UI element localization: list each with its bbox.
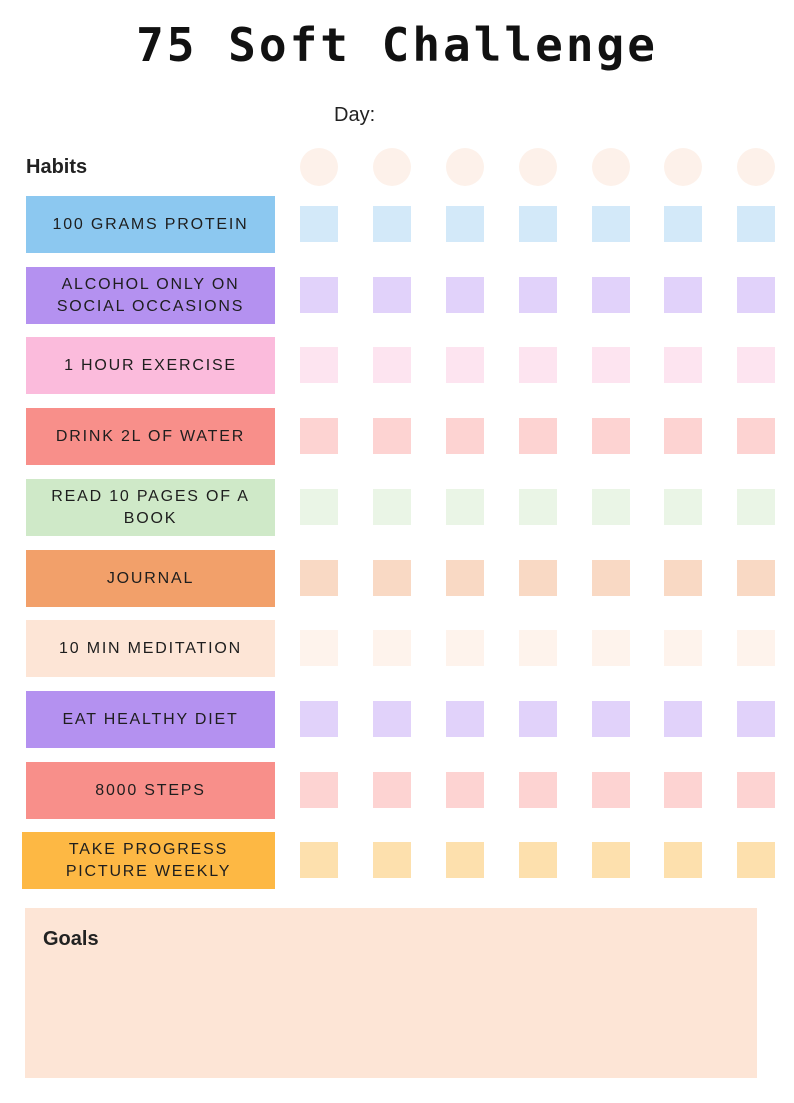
habit-checkbox[interactable] bbox=[373, 418, 411, 454]
habit-checkbox[interactable] bbox=[373, 206, 411, 242]
habit-checkbox[interactable] bbox=[300, 772, 338, 808]
habit-checkbox[interactable] bbox=[519, 772, 557, 808]
day-circle[interactable] bbox=[446, 148, 484, 186]
habit-checkbox[interactable] bbox=[446, 630, 484, 666]
habit-label: JOURNAL bbox=[26, 550, 275, 607]
habit-checkbox[interactable] bbox=[446, 206, 484, 242]
habit-checkbox[interactable] bbox=[592, 701, 630, 737]
day-circle[interactable] bbox=[592, 148, 630, 186]
habit-checkbox[interactable] bbox=[737, 347, 775, 383]
day-circle[interactable] bbox=[373, 148, 411, 186]
habit-checkbox[interactable] bbox=[446, 347, 484, 383]
habit-checkbox[interactable] bbox=[664, 347, 702, 383]
habits-heading: Habits bbox=[26, 156, 88, 178]
habit-checkbox[interactable] bbox=[664, 630, 702, 666]
habit-checkbox[interactable] bbox=[737, 560, 775, 596]
habit-checkbox[interactable] bbox=[300, 842, 338, 878]
habit-checkbox[interactable] bbox=[300, 347, 338, 383]
habit-checkbox[interactable] bbox=[519, 489, 557, 525]
habit-checkbox[interactable] bbox=[446, 418, 484, 454]
habit-checkbox[interactable] bbox=[664, 206, 702, 242]
day-circle[interactable] bbox=[737, 148, 775, 186]
habit-checkbox[interactable] bbox=[737, 701, 775, 737]
habit-checkbox[interactable] bbox=[300, 489, 338, 525]
habit-checkbox[interactable] bbox=[664, 560, 702, 596]
habit-checkbox[interactable] bbox=[519, 347, 557, 383]
goals-box[interactable]: Goals bbox=[25, 908, 757, 1078]
habit-checkbox[interactable] bbox=[519, 842, 557, 878]
habit-checkbox[interactable] bbox=[592, 560, 630, 596]
habit-checkbox[interactable] bbox=[737, 277, 775, 313]
habit-checkbox[interactable] bbox=[664, 277, 702, 313]
habit-checkbox[interactable] bbox=[592, 489, 630, 525]
habit-checkbox[interactable] bbox=[446, 560, 484, 596]
day-circle[interactable] bbox=[300, 148, 338, 186]
day-circle[interactable] bbox=[664, 148, 702, 186]
habit-checkbox[interactable] bbox=[300, 206, 338, 242]
habit-checkbox[interactable] bbox=[373, 701, 411, 737]
habit-label: 100 GRAMS PROTEIN bbox=[26, 196, 275, 253]
habit-checkbox[interactable] bbox=[373, 842, 411, 878]
habit-checkbox[interactable] bbox=[737, 772, 775, 808]
habit-checkbox[interactable] bbox=[592, 630, 630, 666]
habit-checkbox[interactable] bbox=[446, 842, 484, 878]
habit-label: 1 HOUR EXERCISE bbox=[26, 337, 275, 394]
habit-checkbox[interactable] bbox=[300, 418, 338, 454]
habit-checkbox[interactable] bbox=[300, 277, 338, 313]
day-circle[interactable] bbox=[519, 148, 557, 186]
habit-checkbox[interactable] bbox=[664, 418, 702, 454]
habit-checkbox[interactable] bbox=[519, 206, 557, 242]
habit-checkbox[interactable] bbox=[664, 701, 702, 737]
habit-checkbox[interactable] bbox=[664, 772, 702, 808]
day-label: Day: bbox=[334, 104, 376, 126]
habit-label: DRINK 2L OF WATER bbox=[26, 408, 275, 465]
habit-checkbox[interactable] bbox=[446, 489, 484, 525]
habit-checkbox[interactable] bbox=[373, 560, 411, 596]
habit-label: 8000 STEPS bbox=[26, 762, 275, 819]
habit-checkbox[interactable] bbox=[592, 347, 630, 383]
habit-checkbox[interactable] bbox=[373, 630, 411, 666]
habit-checkbox[interactable] bbox=[737, 206, 775, 242]
habit-checkbox[interactable] bbox=[300, 560, 338, 596]
habit-checkbox[interactable] bbox=[664, 842, 702, 878]
habit-checkbox[interactable] bbox=[592, 206, 630, 242]
habit-checkbox[interactable] bbox=[592, 277, 630, 313]
habit-checkbox[interactable] bbox=[519, 277, 557, 313]
habit-checkbox[interactable] bbox=[592, 772, 630, 808]
habit-checkbox[interactable] bbox=[446, 772, 484, 808]
page-title: 75 Soft Challenge bbox=[136, 18, 658, 72]
habit-checkbox[interactable] bbox=[737, 418, 775, 454]
habit-checkbox[interactable] bbox=[519, 630, 557, 666]
habit-label: EAT HEALTHY DIET bbox=[26, 691, 275, 748]
habit-checkbox[interactable] bbox=[664, 489, 702, 525]
habit-checkbox[interactable] bbox=[519, 560, 557, 596]
habit-checkbox[interactable] bbox=[737, 489, 775, 525]
habit-checkbox[interactable] bbox=[373, 772, 411, 808]
habit-checkbox[interactable] bbox=[300, 701, 338, 737]
habit-label: 10 MIN MEDITATION bbox=[26, 620, 275, 677]
habit-label: TAKE PROGRESS PICTURE WEEKLY bbox=[22, 832, 275, 889]
habit-checkbox[interactable] bbox=[737, 630, 775, 666]
habit-checkbox[interactable] bbox=[592, 418, 630, 454]
habit-label: READ 10 PAGES OF A BOOK bbox=[26, 479, 275, 536]
habit-checkbox[interactable] bbox=[373, 489, 411, 525]
goals-heading: Goals bbox=[43, 928, 99, 950]
habit-checkbox[interactable] bbox=[373, 277, 411, 313]
habit-checkbox[interactable] bbox=[373, 347, 411, 383]
habit-checkbox[interactable] bbox=[737, 842, 775, 878]
habit-checkbox[interactable] bbox=[300, 630, 338, 666]
habit-checkbox[interactable] bbox=[519, 701, 557, 737]
habit-checkbox[interactable] bbox=[592, 842, 630, 878]
habit-checkbox[interactable] bbox=[446, 277, 484, 313]
habit-checkbox[interactable] bbox=[446, 701, 484, 737]
habit-label: ALCOHOL ONLY ON SOCIAL OCCASIONS bbox=[26, 267, 275, 324]
habit-checkbox[interactable] bbox=[519, 418, 557, 454]
